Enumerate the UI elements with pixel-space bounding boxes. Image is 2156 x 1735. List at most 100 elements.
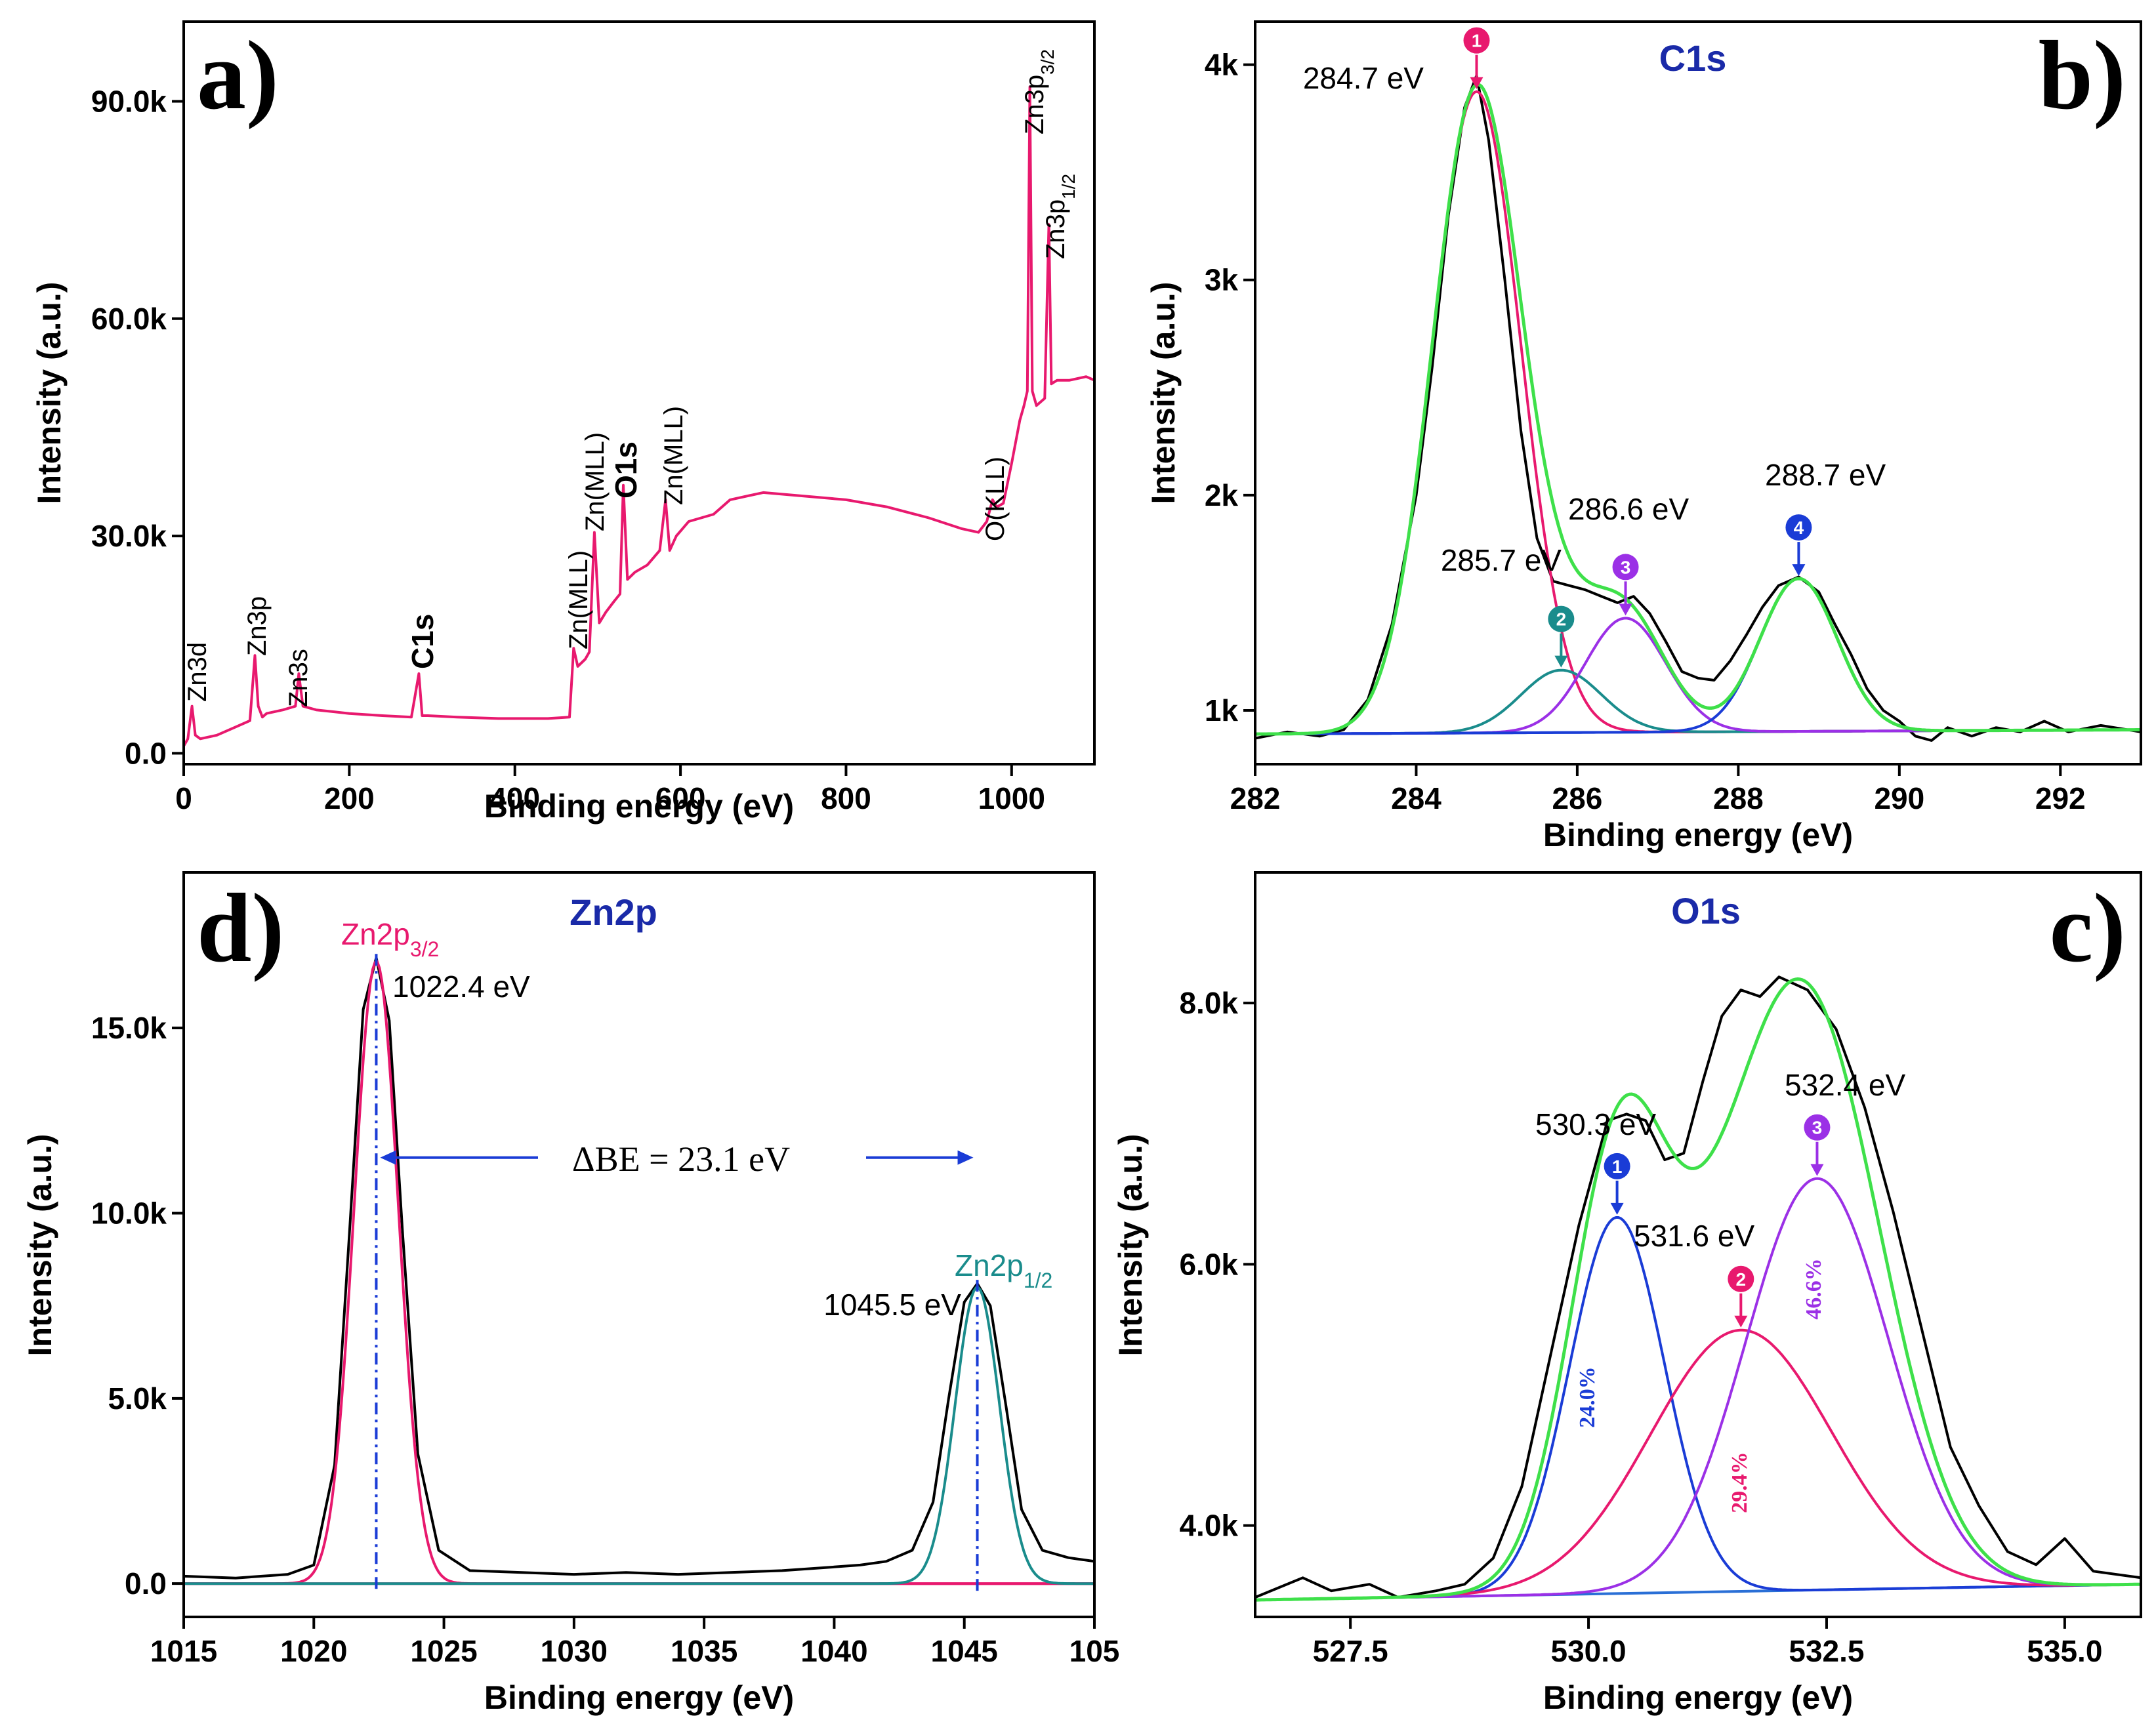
panel-c-letter: c) xyxy=(2049,874,2126,983)
zn2p12-label: Zn2p1/2 xyxy=(955,1248,1052,1292)
panel-d-component-Zn2p1-2 xyxy=(184,1286,1094,1585)
panel-d-raw-data xyxy=(184,956,1094,1580)
zn2p32-value: 1022.4 eV xyxy=(392,970,530,1004)
panel-d-title: Zn2p xyxy=(570,891,657,933)
panel-c-component-peak2 xyxy=(1255,1328,2141,1602)
panel-b-peak3-label: 286.6 eV xyxy=(1568,492,1689,526)
label-zn3p-1-2: Zn3p1/2 xyxy=(1041,174,1079,259)
panel-b-marker-number: 4 xyxy=(1794,518,1804,538)
panel-d-xtick-label: 1045 xyxy=(931,1634,998,1668)
panel-d-ylabel: Intensity (a.u.) xyxy=(22,1134,58,1357)
panel-b-xtick-label: 284 xyxy=(1391,781,1441,815)
panel-c-fit-envelope xyxy=(1255,977,2141,1602)
panel-b-xtick-label: 286 xyxy=(1552,781,1603,815)
panel-c-title: O1s xyxy=(1671,890,1741,931)
panel-b-peak2-label: 285.7 eV xyxy=(1441,543,1562,577)
panel-b-marker-circle xyxy=(1548,605,1575,632)
panel-c-ylabel: Intensity (a.u.) xyxy=(1112,1134,1149,1357)
panel-b-marker-number: 3 xyxy=(1621,557,1631,577)
panel-c-ytick-label: 4.0k xyxy=(1179,1509,1238,1543)
zn2p32-label: Zn2p3/2 xyxy=(341,917,439,961)
panel-c-peak2-label: 531.6 eV xyxy=(1634,1219,1754,1253)
panel-a-xlabel: Binding energy (eV) xyxy=(484,788,794,825)
panel-c-marker-number: 2 xyxy=(1736,1269,1747,1290)
panel-b-frame xyxy=(1254,20,2142,765)
panel-c-peak2-pct: 29.4% xyxy=(1728,1452,1752,1513)
panel-b-fit-envelope xyxy=(1255,83,2141,736)
label-zn3s: Zn3s xyxy=(284,649,313,707)
panel-a-ytick-label: 0.0 xyxy=(125,736,167,770)
panel-d-xtick-label: 1015 xyxy=(150,1634,217,1668)
delta-arrowhead-left xyxy=(380,1150,396,1165)
panel-d-xlabel: Binding energy (eV) xyxy=(484,1679,794,1716)
panel-b-xtick-label: 288 xyxy=(1713,781,1764,815)
panel-d-letter: d) xyxy=(197,874,284,983)
panel-c-peak3-pct: 46.6% xyxy=(1802,1258,1826,1320)
panel-b-ytick-label: 3k xyxy=(1205,263,1239,297)
panel-b-arrowhead xyxy=(1554,655,1568,668)
panel-b-marker-number: 2 xyxy=(1556,609,1567,630)
panel-d-ytick-label: 15.0k xyxy=(91,1011,167,1045)
panel-c-ytick-label: 8.0k xyxy=(1179,986,1238,1020)
panel-d-ytick-label: 5.0k xyxy=(108,1381,167,1416)
label-zn-mll-3: Zn(MLL) xyxy=(659,406,688,505)
panel-a-ylabel: Intensity (a.u.) xyxy=(31,282,68,504)
label-o-kll: O(KLL) xyxy=(981,457,1010,541)
panel-b-xtick-label: 282 xyxy=(1230,781,1281,815)
panel-b-letter: b) xyxy=(2039,21,2126,130)
panel-a-ytick-label: 30.0k xyxy=(91,519,167,553)
panel-a-xtick-label: 200 xyxy=(324,781,375,815)
label-zn-mll-2: Zn(MLL) xyxy=(581,432,610,531)
panel-a-ytick-label: 90.0k xyxy=(91,84,167,118)
panel-c-marker-circle xyxy=(1728,1265,1754,1292)
panel-b-peak4-label: 288.7 eV xyxy=(1765,458,1886,492)
panel-c-xlabel: Binding energy (eV) xyxy=(1543,1679,1853,1716)
panel-c-marker-circle xyxy=(1604,1153,1630,1179)
panel-a-series-survey xyxy=(184,85,1094,747)
panel-b-c1s: 282 284 286 288 290 292 1k 2k 3k 4k b) C1s Bindin… xyxy=(1145,20,2142,853)
panel-a-xtick-label: 800 xyxy=(821,781,871,815)
panel-b-xlabel: Binding energy (eV) xyxy=(1543,817,1853,853)
panel-b-ytick-label: 1k xyxy=(1205,693,1239,727)
panel-d-xtick-label: 1030 xyxy=(541,1634,608,1668)
panel-b-arrowhead xyxy=(1470,77,1483,89)
panel-c-arrowhead xyxy=(1810,1164,1824,1176)
panel-b-title: C1s xyxy=(1659,37,1727,79)
panel-d-xtick-label: 105 xyxy=(1069,1634,1120,1668)
panel-b-arrowhead xyxy=(1792,564,1806,577)
label-c1s: C1s xyxy=(405,614,440,669)
panel-c-marker-circle xyxy=(1804,1114,1831,1141)
zn2p12-value: 1045.5 eV xyxy=(823,1288,961,1322)
panel-a-frame xyxy=(182,20,1096,765)
panel-d-ytick-label: 0.0 xyxy=(125,1566,167,1601)
panel-c-ytick-label: 6.0k xyxy=(1179,1247,1238,1281)
panel-c-marker-number: 3 xyxy=(1812,1118,1823,1138)
panel-c-arrowhead xyxy=(1610,1202,1624,1215)
panel-c-component-peak1 xyxy=(1255,1216,2141,1602)
panel-c-peak3-label: 532.4 eV xyxy=(1785,1068,1905,1102)
panel-c-peak1-label: 530.3 eV xyxy=(1535,1107,1656,1141)
panel-b-marker-circle xyxy=(1463,27,1490,54)
panel-d-xtick-label: 1020 xyxy=(280,1634,347,1668)
panel-b-peak1-label: 284.7 eV xyxy=(1303,61,1424,95)
label-zn3p-3-2: Zn3p3/2 xyxy=(1020,49,1058,134)
panel-b-marker-circle xyxy=(1612,554,1639,581)
panel-b-ytick-label: 2k xyxy=(1205,478,1239,512)
panel-c-peak1-pct: 24.0% xyxy=(1575,1366,1600,1428)
panel-b-xtick-label: 292 xyxy=(2035,781,2086,815)
label-zn-mll-1: Zn(MLL) xyxy=(564,550,593,649)
panel-b-raw-data xyxy=(1255,74,2141,742)
delta-be-label: ΔBE = 23.1 eV xyxy=(572,1139,790,1179)
panel-d-xtick-label: 1035 xyxy=(671,1634,737,1668)
panel-c-frame xyxy=(1254,871,2142,1618)
panel-d-xtick-label: 1025 xyxy=(410,1634,477,1668)
panel-b-ylabel: Intensity (a.u.) xyxy=(1145,282,1182,504)
panel-a-ytick-label: 60.0k xyxy=(91,302,167,336)
panel-c-xtick-label: 532.5 xyxy=(1789,1634,1864,1668)
panel-b-ytick-label: 4k xyxy=(1205,48,1239,82)
panel-d-frame xyxy=(182,871,1096,1618)
panel-b-arrowhead xyxy=(1619,603,1632,616)
panel-c-xtick-label: 530.0 xyxy=(1551,1634,1627,1668)
label-zn3d: Zn3d xyxy=(183,642,212,702)
